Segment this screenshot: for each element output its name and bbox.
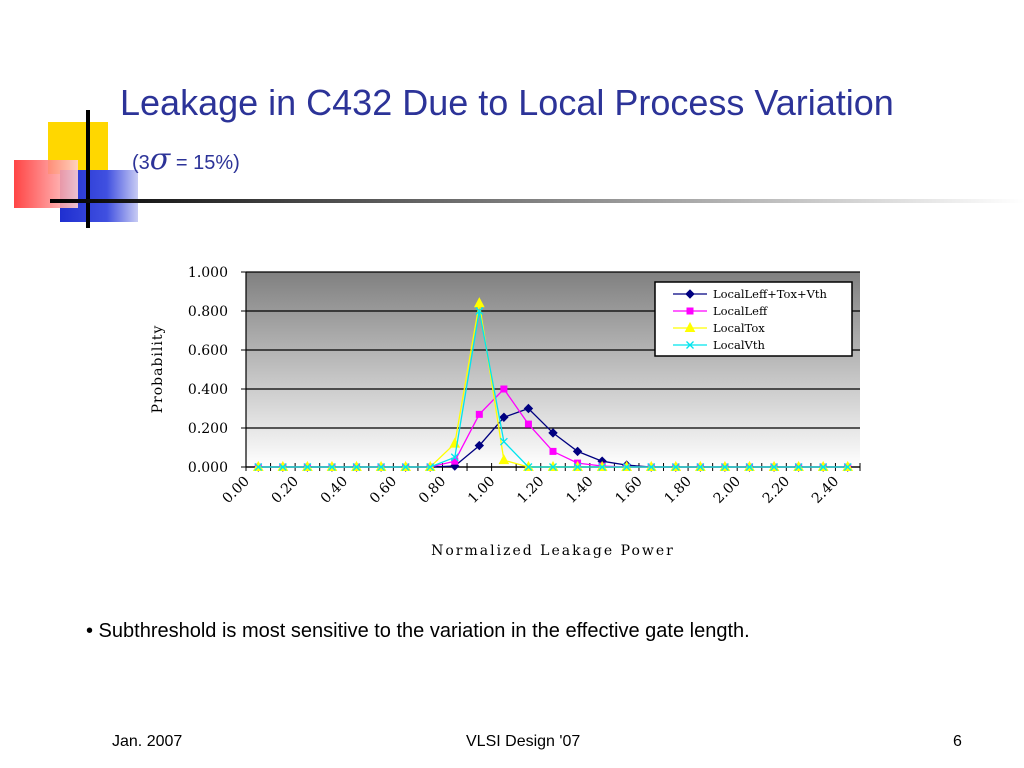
y-tick-label: 0.600: [188, 343, 228, 359]
x-marker-stroke: [843, 463, 852, 471]
x-marker-stroke: [303, 463, 312, 471]
x-marker-stroke: [598, 463, 607, 471]
x-tick-label: 2.20: [760, 474, 793, 507]
square-marker: [451, 457, 459, 465]
y-tick-label: 0.400: [188, 382, 228, 398]
x-marker-stroke: [819, 463, 828, 471]
x-marker-stroke: [328, 463, 336, 471]
series-group: [252, 297, 854, 472]
x-tick-label: 0.60: [367, 474, 400, 507]
x-marker-stroke: [475, 307, 484, 315]
x-tick-label: 0.00: [219, 474, 252, 507]
square-marker: [500, 385, 508, 393]
x-marker-stroke: [671, 463, 680, 471]
legend-label: LocalLeff+Tox+Vth: [713, 287, 828, 301]
x-marker-stroke: [278, 463, 287, 471]
x-tick-label: 2.00: [711, 474, 744, 507]
x-marker-stroke: [524, 463, 533, 471]
horizontal-rule: [50, 199, 1024, 203]
square-marker: [549, 447, 557, 455]
x-marker-stroke: [352, 463, 361, 471]
y-tick-label: 1.000: [188, 265, 228, 281]
legend: LocalLeff+Tox+Vth LocalLeff LocalTox LocalV…: [654, 281, 853, 357]
legend-item: LocalTox: [673, 321, 765, 335]
footer-conference: VLSI Design '07: [466, 733, 581, 750]
triangle-marker: [498, 454, 510, 465]
x-tick-label: 0.40: [318, 474, 351, 507]
square-marker: [686, 307, 694, 315]
diamond-marker: [572, 446, 583, 457]
diamond-marker: [548, 428, 558, 438]
x-marker-stroke: [720, 463, 729, 471]
subtitle-suffix: = 15%): [170, 152, 240, 174]
sigma-symbol: σ: [149, 142, 171, 177]
vertical-rule: [86, 110, 90, 228]
legend-label: LocalTox: [713, 321, 765, 335]
x-tick-label: 1.00: [465, 474, 498, 507]
y-tick-label: 0.800: [188, 304, 228, 320]
legend-label: LocalVth: [713, 338, 765, 352]
corner-decoration: [14, 110, 1024, 228]
x-marker-stroke: [647, 463, 656, 471]
square-marker: [524, 420, 532, 428]
y-tick-label: 0.000: [188, 460, 228, 476]
legend-item: LocalLeff: [673, 304, 768, 318]
square-marker: [475, 410, 483, 418]
x-tick-label: 1.80: [662, 474, 695, 507]
x-tick-label: 1.60: [612, 474, 645, 507]
slide-title: Leakage in C432 Due to Local Process Var…: [120, 82, 894, 123]
legend-label: LocalLeff: [713, 304, 768, 318]
x-marker-stroke: [499, 437, 508, 446]
x-marker-stroke: [450, 453, 459, 462]
x-marker-stroke: [745, 463, 754, 471]
x-marker-stroke: [573, 463, 582, 471]
x-tick-label: 1.40: [563, 474, 596, 507]
y-tick-label: 0.200: [188, 421, 228, 437]
x-marker-stroke: [377, 463, 386, 471]
diamond-marker: [474, 440, 485, 451]
y-axis-label: Probability: [150, 325, 166, 414]
x-marker-stroke: [770, 463, 778, 471]
y-tick-labels: 1.000 0.800 0.600 0.400 0.200 0.000: [188, 265, 228, 476]
triangle-marker: [473, 297, 485, 308]
x-marker-stroke: [426, 463, 435, 471]
diamond-marker: [523, 403, 534, 414]
diamond-marker: [499, 412, 509, 422]
series-LocalVth: [254, 307, 852, 471]
x-tick-label: 1.20: [514, 474, 547, 507]
legend-item: LocalVth: [673, 338, 765, 352]
slide-subtitle: (3σ = 15%): [132, 142, 240, 177]
x-marker-stroke: [254, 463, 263, 471]
x-marker-stroke: [622, 463, 631, 471]
x-tick-labels: 0.00 0.20 0.40 0.60 0.80 1.00 1.20 1.40 1.60 1.80…: [219, 474, 842, 507]
subtitle-prefix: (3: [132, 152, 150, 174]
x-marker-stroke: [794, 463, 803, 471]
diamond-marker: [685, 289, 695, 299]
legend-item: LocalLeff+Tox+Vth: [673, 287, 828, 301]
x-tick-label: 2.40: [809, 474, 842, 507]
x-marker-stroke: [696, 463, 705, 471]
x-axis-label: Normalized Leakage Power: [431, 543, 675, 559]
footer-page-number: 6: [953, 733, 962, 750]
x-tick-label: 0.20: [269, 474, 302, 507]
x-tick-label: 0.80: [416, 474, 449, 507]
x-marker-stroke: [686, 341, 694, 349]
x-marker-stroke: [549, 463, 557, 471]
x-marker-stroke: [401, 463, 410, 471]
triangle-marker: [684, 321, 696, 332]
footer-date: Jan. 2007: [112, 733, 183, 750]
bullet-text: • Subthreshold is most sensitive to the …: [86, 620, 750, 642]
